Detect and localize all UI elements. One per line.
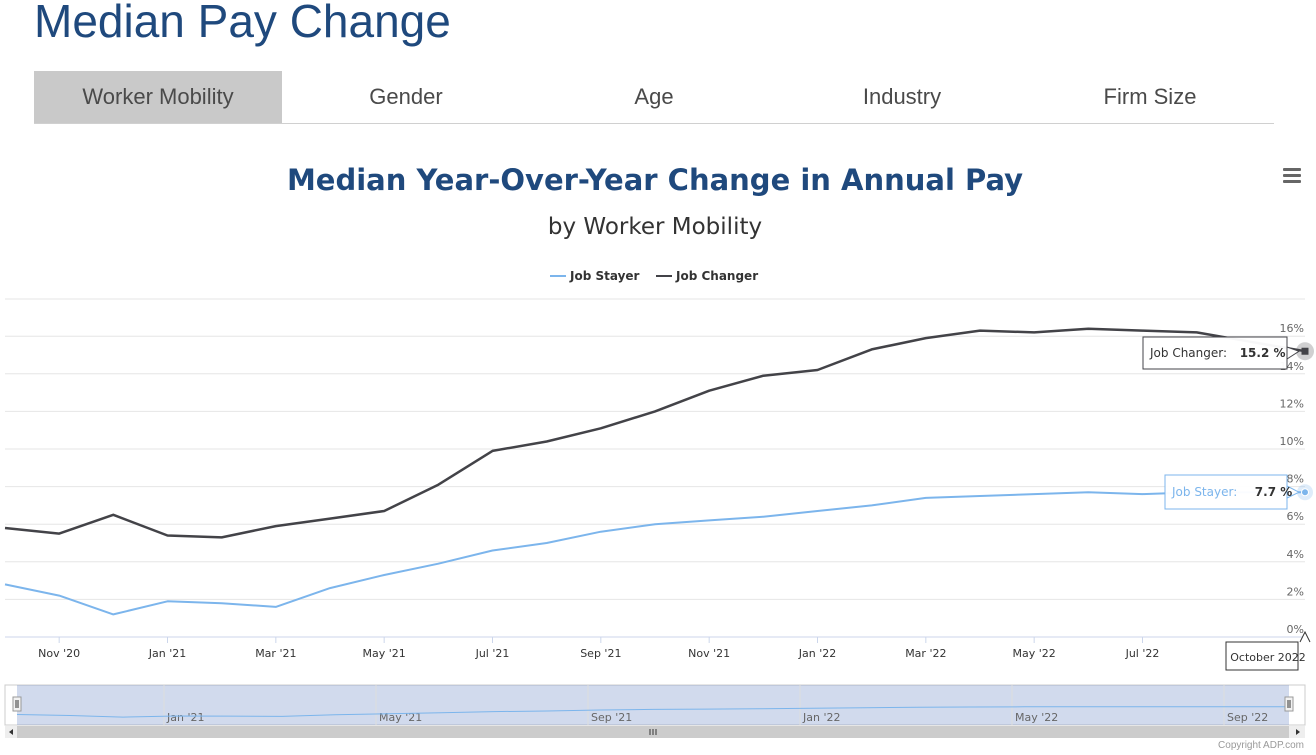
y-tick-label-8: 16% xyxy=(1280,322,1304,335)
chart: Median Year-Over-Year Change in Annual P… xyxy=(4,163,1314,738)
chart-subtitle: by Worker Mobility xyxy=(548,214,762,240)
navigator-handle-left[interactable] xyxy=(12,696,22,712)
x-tick-label-9: May '22 xyxy=(1013,647,1056,660)
series-line-0 xyxy=(4,491,1305,616)
x-tick-label-1: Jan '21 xyxy=(148,647,186,660)
hamburger-menu-icon[interactable] xyxy=(1283,168,1301,184)
tab-gender[interactable]: Gender xyxy=(369,84,443,109)
scroll-right-arrow-icon[interactable] xyxy=(1296,729,1300,735)
navigator-tick-label-5: Sep '22 xyxy=(1227,711,1268,724)
tooltip-changer-label: Job Changer: xyxy=(1149,346,1227,360)
x-tick-label-2: Mar '21 xyxy=(255,647,296,660)
navigator-tick-label-2: Sep '21 xyxy=(591,711,632,724)
legend-label-0: Job Stayer xyxy=(569,269,640,283)
x-tick-label-7: Jan '22 xyxy=(798,647,836,660)
x-tick-label-4: Jul '21 xyxy=(475,647,510,660)
tooltip-changer-value: 15.2 % xyxy=(1240,346,1286,360)
y-tick-label-3: 6% xyxy=(1287,510,1304,523)
navigator-tick-label-0: Jan '21 xyxy=(166,711,204,724)
tooltip-stayer-value: 7.7 % xyxy=(1255,485,1292,499)
legend-label-1: Job Changer xyxy=(675,269,758,283)
tab-industry[interactable]: Industry xyxy=(862,84,942,109)
tooltip-stayer-box xyxy=(1164,474,1301,510)
hover-point-stayer xyxy=(1301,488,1309,497)
navigator-mask xyxy=(17,685,1289,725)
navigator-series xyxy=(16,706,1289,718)
navigator-handle-right[interactable] xyxy=(1284,696,1294,712)
y-tick-label-6: 12% xyxy=(1280,397,1304,410)
y-tick-label-2: 4% xyxy=(1287,548,1304,561)
y-tick-label-4: 8% xyxy=(1287,473,1304,486)
copyright: Copyright ADP.com xyxy=(1218,740,1304,751)
navigator-tick-label-4: May '22 xyxy=(1015,711,1058,724)
navigator-tick-label-3: Jan '22 xyxy=(802,711,840,724)
tab-bar: Worker Mobility Gender Age Industry Firm… xyxy=(34,71,1274,124)
tab-firm-size[interactable]: Firm Size xyxy=(1103,84,1197,109)
y-tick-label-5: 10% xyxy=(1280,435,1304,448)
tooltip-stayer-label: Job Stayer: xyxy=(1171,485,1237,499)
x-tick-label-3: May '21 xyxy=(363,647,406,660)
x-tick-label-6: Nov '21 xyxy=(688,647,730,660)
navigator-tick-label-1: May '21 xyxy=(379,711,422,724)
chart-title: Median Year-Over-Year Change in Annual P… xyxy=(287,163,1023,197)
x-tick-label-0: Nov '20 xyxy=(38,647,80,660)
tooltip-changer-box xyxy=(1142,336,1301,370)
tab-worker-mobility[interactable]: Worker Mobility xyxy=(34,71,282,123)
x-tick-label-5: Sep '21 xyxy=(580,647,621,660)
x-crosshair-label-box xyxy=(1225,630,1311,671)
scroll-left-arrow-icon[interactable] xyxy=(9,729,13,735)
x-tick-label-8: Mar '22 xyxy=(905,647,946,660)
tab-age[interactable]: Age xyxy=(634,84,674,109)
navigator-outline xyxy=(4,684,1306,726)
x-tick-label-10: Jul '22 xyxy=(1125,647,1160,660)
y-tick-label-0: 0% xyxy=(1287,623,1304,636)
x-crosshair-label: October 2022 xyxy=(1230,651,1306,664)
hover-point-changer xyxy=(1301,347,1309,355)
series-line-1 xyxy=(4,327,1306,539)
page-title: Median Pay Change xyxy=(34,0,451,47)
y-tick-label-1: 2% xyxy=(1287,585,1304,598)
